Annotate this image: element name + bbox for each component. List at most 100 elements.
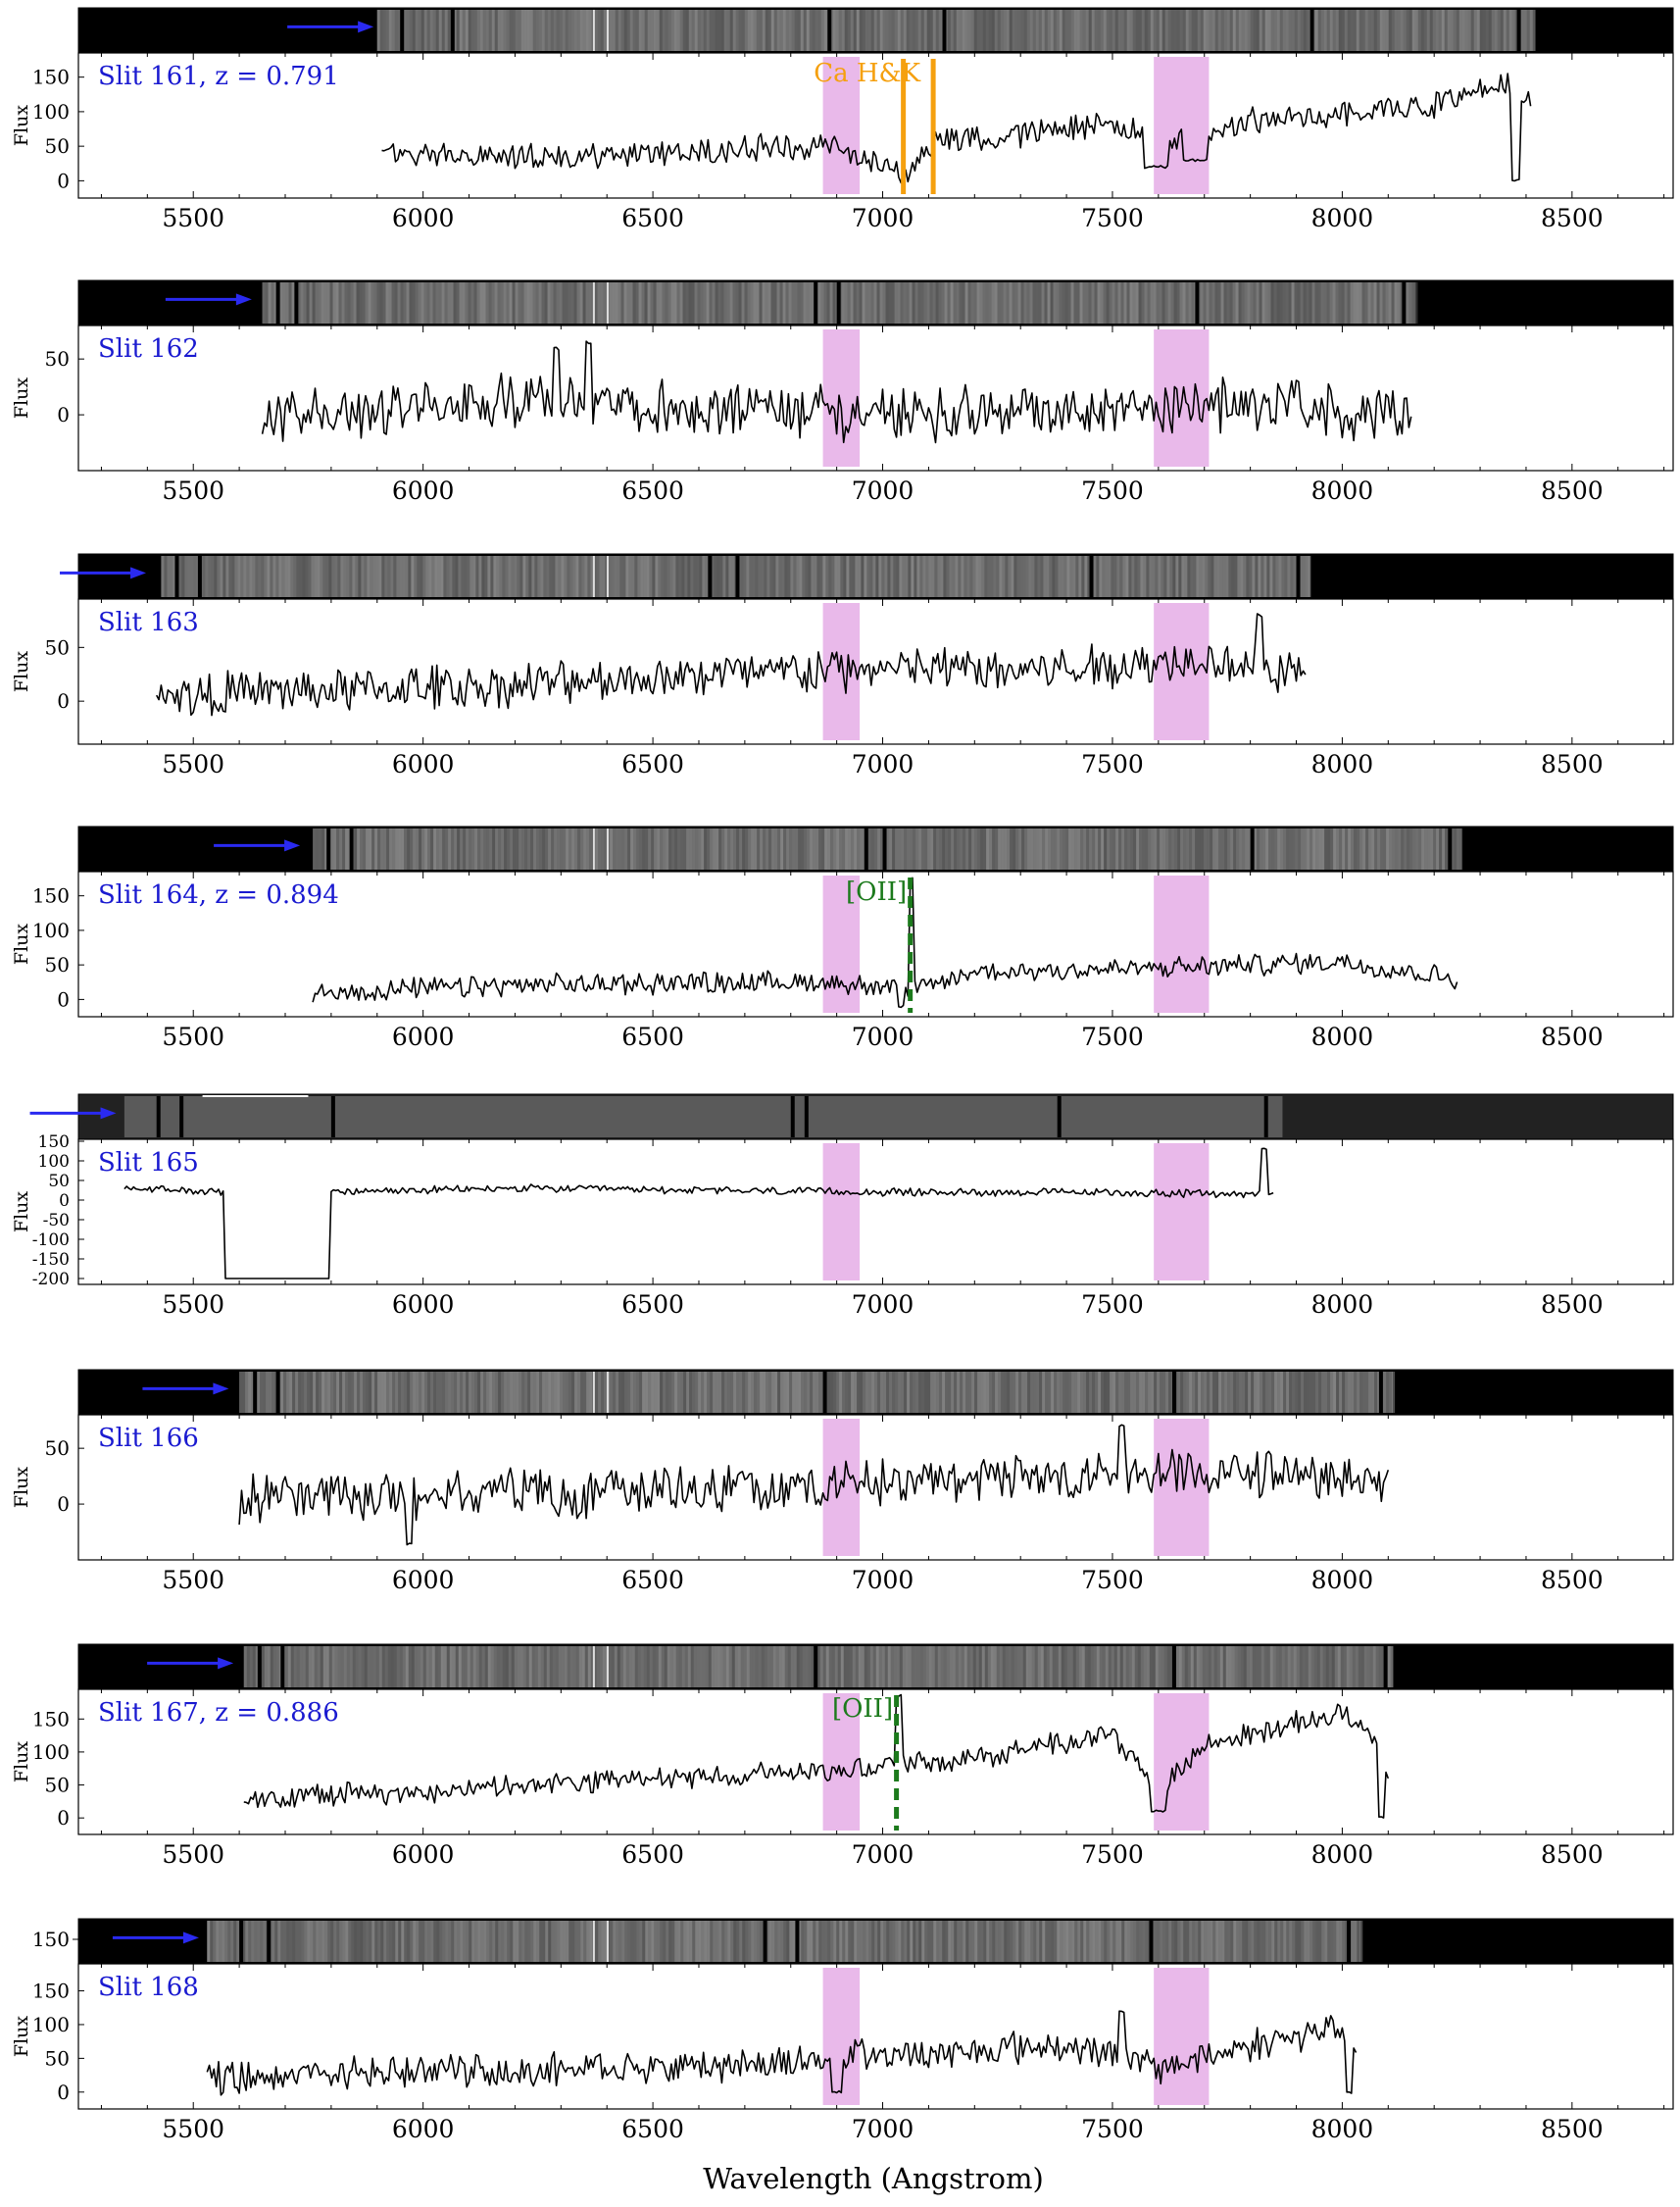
twod-noise: [311, 556, 315, 597]
twod-noise: [1083, 1921, 1087, 1962]
twod-noise: [361, 1646, 365, 1687]
twod-noise: [374, 1372, 378, 1413]
twod-noise: [757, 1372, 761, 1413]
twod-noise: [1526, 10, 1530, 51]
twod-noise: [1169, 1646, 1173, 1687]
twod-noise: [649, 1646, 653, 1687]
twod-noise: [422, 556, 426, 597]
twod-noise: [588, 282, 592, 324]
twod-noise: [619, 556, 623, 597]
twod-noise: [906, 10, 910, 51]
twod-noise: [711, 556, 715, 597]
twod-noise: [870, 282, 874, 324]
twod-noise: [963, 1921, 966, 1962]
twod-noise: [919, 1646, 923, 1687]
twod-noise: [1006, 10, 1010, 51]
twod-noise: [1058, 1646, 1062, 1687]
twod-noise: [1109, 282, 1112, 324]
twod-noise: [813, 1372, 816, 1413]
twod-noise: [629, 282, 633, 324]
twod-noise: [913, 828, 916, 870]
twod-noise: [1104, 828, 1108, 870]
twod-noise: [1173, 10, 1177, 51]
twod-noise: [333, 828, 337, 870]
y-tick-label: 100: [32, 2013, 70, 2036]
twod-noise: [482, 10, 486, 51]
twod-noise: [1338, 10, 1342, 51]
twod-noise: [578, 1646, 582, 1687]
twod-noise: [233, 1921, 237, 1962]
twod-noise: [778, 556, 782, 597]
twod-noise: [1107, 1921, 1111, 1962]
twod-noise: [754, 1921, 758, 1962]
twod-noise: [1260, 828, 1263, 870]
twod-noise: [867, 282, 871, 324]
twod-noise: [683, 1921, 687, 1962]
twod-noise: [1304, 828, 1308, 870]
twod-noise: [470, 10, 474, 51]
twod-noise: [589, 1921, 593, 1962]
twod-noise: [917, 10, 921, 51]
twod-noise: [1397, 10, 1401, 51]
twod-noise: [894, 282, 898, 324]
twod-noise: [1004, 1921, 1008, 1962]
twod-noise: [1011, 556, 1014, 597]
twod-noise: [1369, 1646, 1373, 1687]
y-axis-title: Flux: [11, 1741, 32, 1782]
twod-noise: [485, 282, 489, 324]
twod-noise: [1215, 1921, 1219, 1962]
twod-noise: [1179, 10, 1183, 51]
twod-noise: [1160, 1921, 1163, 1962]
twod-noise: [424, 1921, 428, 1962]
twod-noise: [326, 282, 330, 324]
twod-gap: [1263, 1096, 1268, 1137]
twod-noise: [775, 556, 779, 597]
twod-noise: [1368, 828, 1372, 870]
twod-noise: [312, 282, 316, 324]
twod-noise: [1272, 556, 1276, 597]
twod-noise: [597, 282, 601, 324]
twod-noise: [858, 1646, 862, 1687]
twod-noise: [976, 10, 980, 51]
telluric-band: [1154, 1968, 1210, 2105]
twod-noise: [381, 1646, 385, 1687]
twod-noise: [242, 1921, 246, 1962]
twod-noise: [730, 1921, 734, 1962]
twod-noise: [1068, 1921, 1072, 1962]
twod-noise: [1205, 1646, 1209, 1687]
twod-noise: [509, 10, 513, 51]
twod-noise: [1088, 10, 1092, 51]
twod-noise: [1060, 828, 1063, 870]
x-tick-label: 5500: [162, 1023, 224, 1051]
twod-noise: [497, 10, 501, 51]
twod-noise: [942, 828, 946, 870]
twod-noise: [656, 282, 660, 324]
twod-noise: [478, 556, 482, 597]
twod-noise: [1131, 1646, 1135, 1687]
twod-noise: [958, 556, 962, 597]
twod-noise: [1269, 1646, 1273, 1687]
twod-noise: [427, 1372, 431, 1413]
twod-noise: [777, 828, 781, 870]
twod-noise: [659, 10, 663, 51]
twod-noise: [563, 1372, 567, 1413]
twod-noise: [937, 556, 941, 597]
twod-noise: [662, 10, 666, 51]
twod-noise: [386, 1921, 390, 1962]
twod-noise: [1376, 10, 1380, 51]
twod-noise: [531, 1646, 535, 1687]
twod-noise: [1352, 1646, 1356, 1687]
twod-noise: [421, 1372, 425, 1413]
twod-noise: [240, 556, 244, 597]
twod-noise: [406, 10, 410, 51]
twod-noise: [1451, 828, 1455, 870]
twod-noise: [487, 1646, 491, 1687]
twod-noise: [760, 1921, 764, 1962]
twod-noise: [490, 1646, 494, 1687]
twod-noise: [1371, 828, 1375, 870]
twod-noise: [872, 556, 876, 597]
twod-noise: [855, 556, 859, 597]
twod-noise: [1114, 10, 1118, 51]
twod-noise: [863, 1372, 866, 1413]
twod-noise: [970, 10, 974, 51]
